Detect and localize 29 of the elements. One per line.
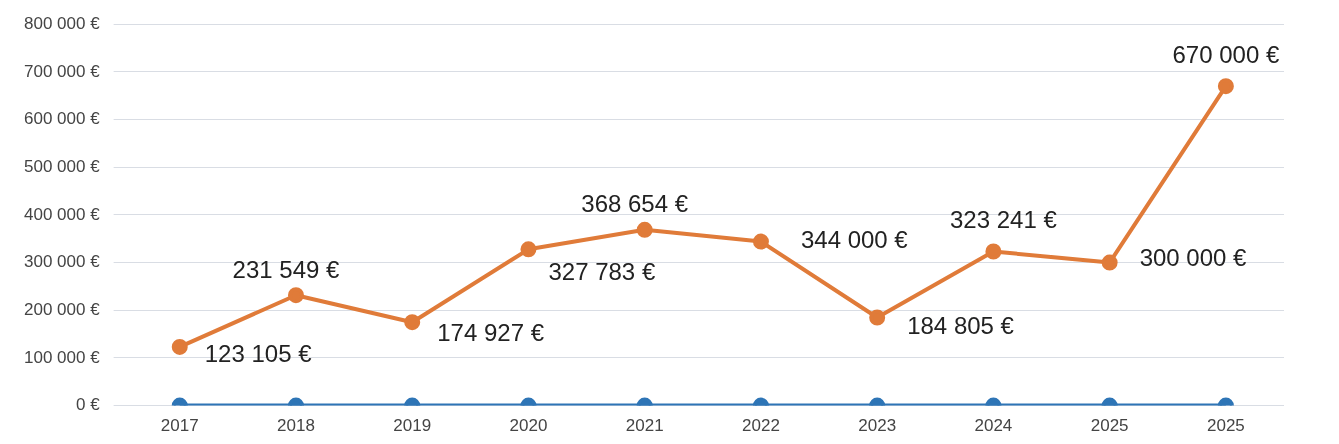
y-tick-label: 800 000 € bbox=[23, 13, 101, 33]
x-tick-label: 2024 bbox=[974, 416, 1013, 436]
x-tick-label: 2018 bbox=[277, 416, 315, 436]
data-label: 184 805 € bbox=[907, 312, 1015, 340]
data-label: 344 000 € bbox=[800, 226, 909, 254]
x-tick-label: 2021 bbox=[625, 416, 664, 436]
x-tick-label: 2025 bbox=[1090, 416, 1129, 436]
y-tick-label: 100 000 € bbox=[23, 347, 101, 367]
x-tick-label: 2019 bbox=[393, 416, 432, 436]
y-tick-label: 700 000 € bbox=[23, 61, 101, 81]
y-tick-label: 600 000 € bbox=[23, 109, 101, 129]
data-label: 327 783 € bbox=[548, 257, 656, 285]
y-tick-label: 400 000 € bbox=[23, 204, 101, 224]
y-tick-label: 0 € bbox=[75, 395, 101, 415]
data-label: 123 105 € bbox=[204, 339, 313, 367]
y-tick-label: 200 000 € bbox=[23, 299, 101, 319]
data-label: 323 241 € bbox=[950, 206, 1058, 234]
x-tick-label: 2022 bbox=[742, 416, 780, 436]
y-tick-label: 300 000 € bbox=[23, 252, 101, 272]
data-label: 368 654 € bbox=[581, 190, 689, 218]
data-label: 174 927 € bbox=[437, 318, 545, 346]
x-tick-label: 2017 bbox=[160, 416, 199, 436]
x-tick-label: 2020 bbox=[509, 416, 548, 436]
y-tick-label: 500 000 € bbox=[23, 156, 101, 176]
data-label: 670 000 € bbox=[1172, 40, 1280, 68]
data-label: 300 000 € bbox=[1139, 244, 1248, 272]
data-label: 231 549 € bbox=[232, 255, 341, 283]
x-tick-label: 2023 bbox=[858, 416, 897, 436]
x-tick-label: 2025 bbox=[1206, 416, 1245, 436]
